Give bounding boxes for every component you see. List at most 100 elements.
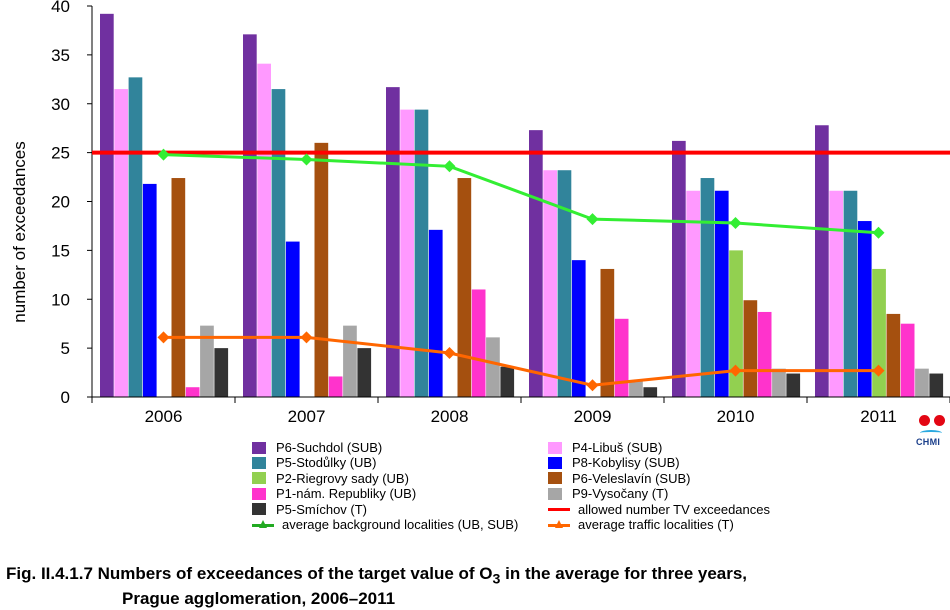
legend-item: average traffic localities (T): [548, 517, 734, 532]
y-tick-label: 20: [51, 193, 70, 212]
logo-dot-left: [919, 415, 930, 426]
bar: [414, 109, 429, 398]
bar: [557, 170, 572, 397]
exceedances-chart: 0 5 10 15 20 25 30 35 40 2006 2007 2008 2009 2010 201…: [10, 0, 950, 426]
legend-item: average background localities (UB, SUB): [252, 517, 518, 532]
y-axis-label: number of exceedances: [10, 141, 29, 322]
legend-label: P9-Vysočany (T): [572, 486, 669, 502]
bar: [600, 268, 615, 397]
legend-item: allowed number TV exceedances: [548, 502, 770, 517]
line-marker: [300, 153, 313, 166]
chart-legend: P6-Suchdol (SUB) P4-Libuš (SUB) P5-Stodůlk…: [252, 440, 852, 532]
legend-item: P5-Stodůlky (UB): [252, 455, 376, 470]
legend-label: allowed number TV exceedances: [578, 501, 770, 517]
legend-label: P1-nám. Republiky (UB): [276, 486, 417, 502]
bar: [815, 125, 829, 397]
line-marker: [872, 364, 885, 377]
legend-item: P2-Riegrovy sady (UB): [252, 471, 409, 486]
legend-swatch: [548, 456, 562, 469]
bar: [772, 368, 786, 397]
y-tick-label: 5: [61, 339, 70, 358]
legend-item: P4-Libuš (SUB): [548, 440, 662, 455]
bar: [571, 260, 586, 397]
bar: [243, 34, 257, 397]
x-tick-label: 2008: [431, 407, 469, 426]
bar: [500, 366, 515, 397]
bar: [643, 387, 658, 397]
bar: [872, 268, 886, 397]
bar: [314, 142, 329, 397]
y-tick-label: 15: [51, 241, 70, 260]
legend-label: average background localities (UB, SUB): [282, 517, 519, 532]
legend-label: P2-Riegrovy sady (UB): [276, 470, 409, 486]
line-marker: [443, 160, 456, 173]
logo-wave: [920, 430, 942, 436]
bar-series: [100, 13, 944, 398]
legend-swatch: [252, 441, 266, 454]
y-tick-label: 30: [51, 95, 70, 114]
x-axis: 2006 2007 2008 2009 2010 2011: [91, 396, 950, 426]
legend-label: P8-Kobylisy (SUB): [572, 455, 680, 471]
bar: [529, 130, 543, 397]
legend-label: P4-Libuš (SUB): [572, 440, 663, 455]
bar: [743, 300, 758, 397]
bar: [386, 87, 400, 397]
caption-line-2: Prague agglomeration, 2006–2011: [122, 589, 396, 609]
bar: [142, 183, 157, 397]
bar: [786, 373, 801, 397]
legend-marker-swatch: [548, 518, 570, 532]
x-tick-label: 2010: [717, 407, 755, 426]
y-axis: 0 5 10 15 20 25 30 35 40: [51, 0, 93, 407]
bar: [757, 311, 772, 397]
average-line: [163, 335, 879, 387]
bar: [486, 337, 500, 397]
bar: [614, 318, 629, 397]
caption-prefix: Fig. II.4.1.7 Numbers of exceedances of …: [6, 564, 493, 583]
legend-label: P5-Smíchov (T): [276, 501, 368, 517]
line-series: [92, 148, 950, 392]
y-tick-label: 35: [51, 46, 70, 65]
bar: [915, 368, 929, 397]
bar: [900, 323, 915, 397]
y-tick-label: 0: [61, 388, 70, 407]
bar: [929, 373, 944, 397]
bar: [343, 325, 357, 397]
legend-label: P5-Stodůlky (UB): [276, 455, 377, 471]
y-tick-label: 40: [51, 0, 70, 16]
bar: [457, 178, 472, 397]
bar: [714, 190, 729, 397]
bar: [400, 109, 414, 398]
caption-suffix: in the average for three years,: [500, 564, 748, 583]
logo-text: CHMI: [916, 437, 941, 447]
legend-swatch: [252, 472, 266, 485]
legend-item: P9-Vysočany (T): [548, 486, 668, 501]
bar: [214, 348, 229, 397]
bar: [185, 387, 200, 397]
bar: [471, 289, 486, 397]
line-marker: [586, 213, 599, 226]
bar: [257, 63, 271, 398]
legend-line-swatch: [548, 502, 570, 516]
bar: [829, 190, 843, 397]
bar: [729, 250, 743, 397]
legend-swatch: [548, 487, 562, 500]
legend-swatch: [252, 503, 266, 516]
bar: [672, 140, 686, 397]
bar: [357, 348, 372, 397]
x-tick-label: 2007: [288, 407, 326, 426]
bar: [100, 13, 114, 397]
x-tick-label: 2011: [860, 407, 897, 426]
legend-item: P1-nám. Republiky (UB): [252, 486, 416, 501]
bar: [543, 170, 557, 397]
average-line: [163, 153, 879, 235]
legend-item: P6-Veleslavín (SUB): [548, 471, 691, 486]
legend-swatch: [252, 456, 266, 469]
bar: [843, 190, 858, 397]
line-marker: [157, 331, 170, 344]
legend-swatch: [252, 487, 266, 500]
y-tick-label: 25: [51, 144, 70, 163]
figure-caption: Fig. II.4.1.7 Numbers of exceedances of …: [6, 564, 747, 609]
legend-label: average traffic localities (T): [578, 517, 734, 532]
bar: [128, 77, 143, 398]
line-marker: [443, 347, 456, 360]
